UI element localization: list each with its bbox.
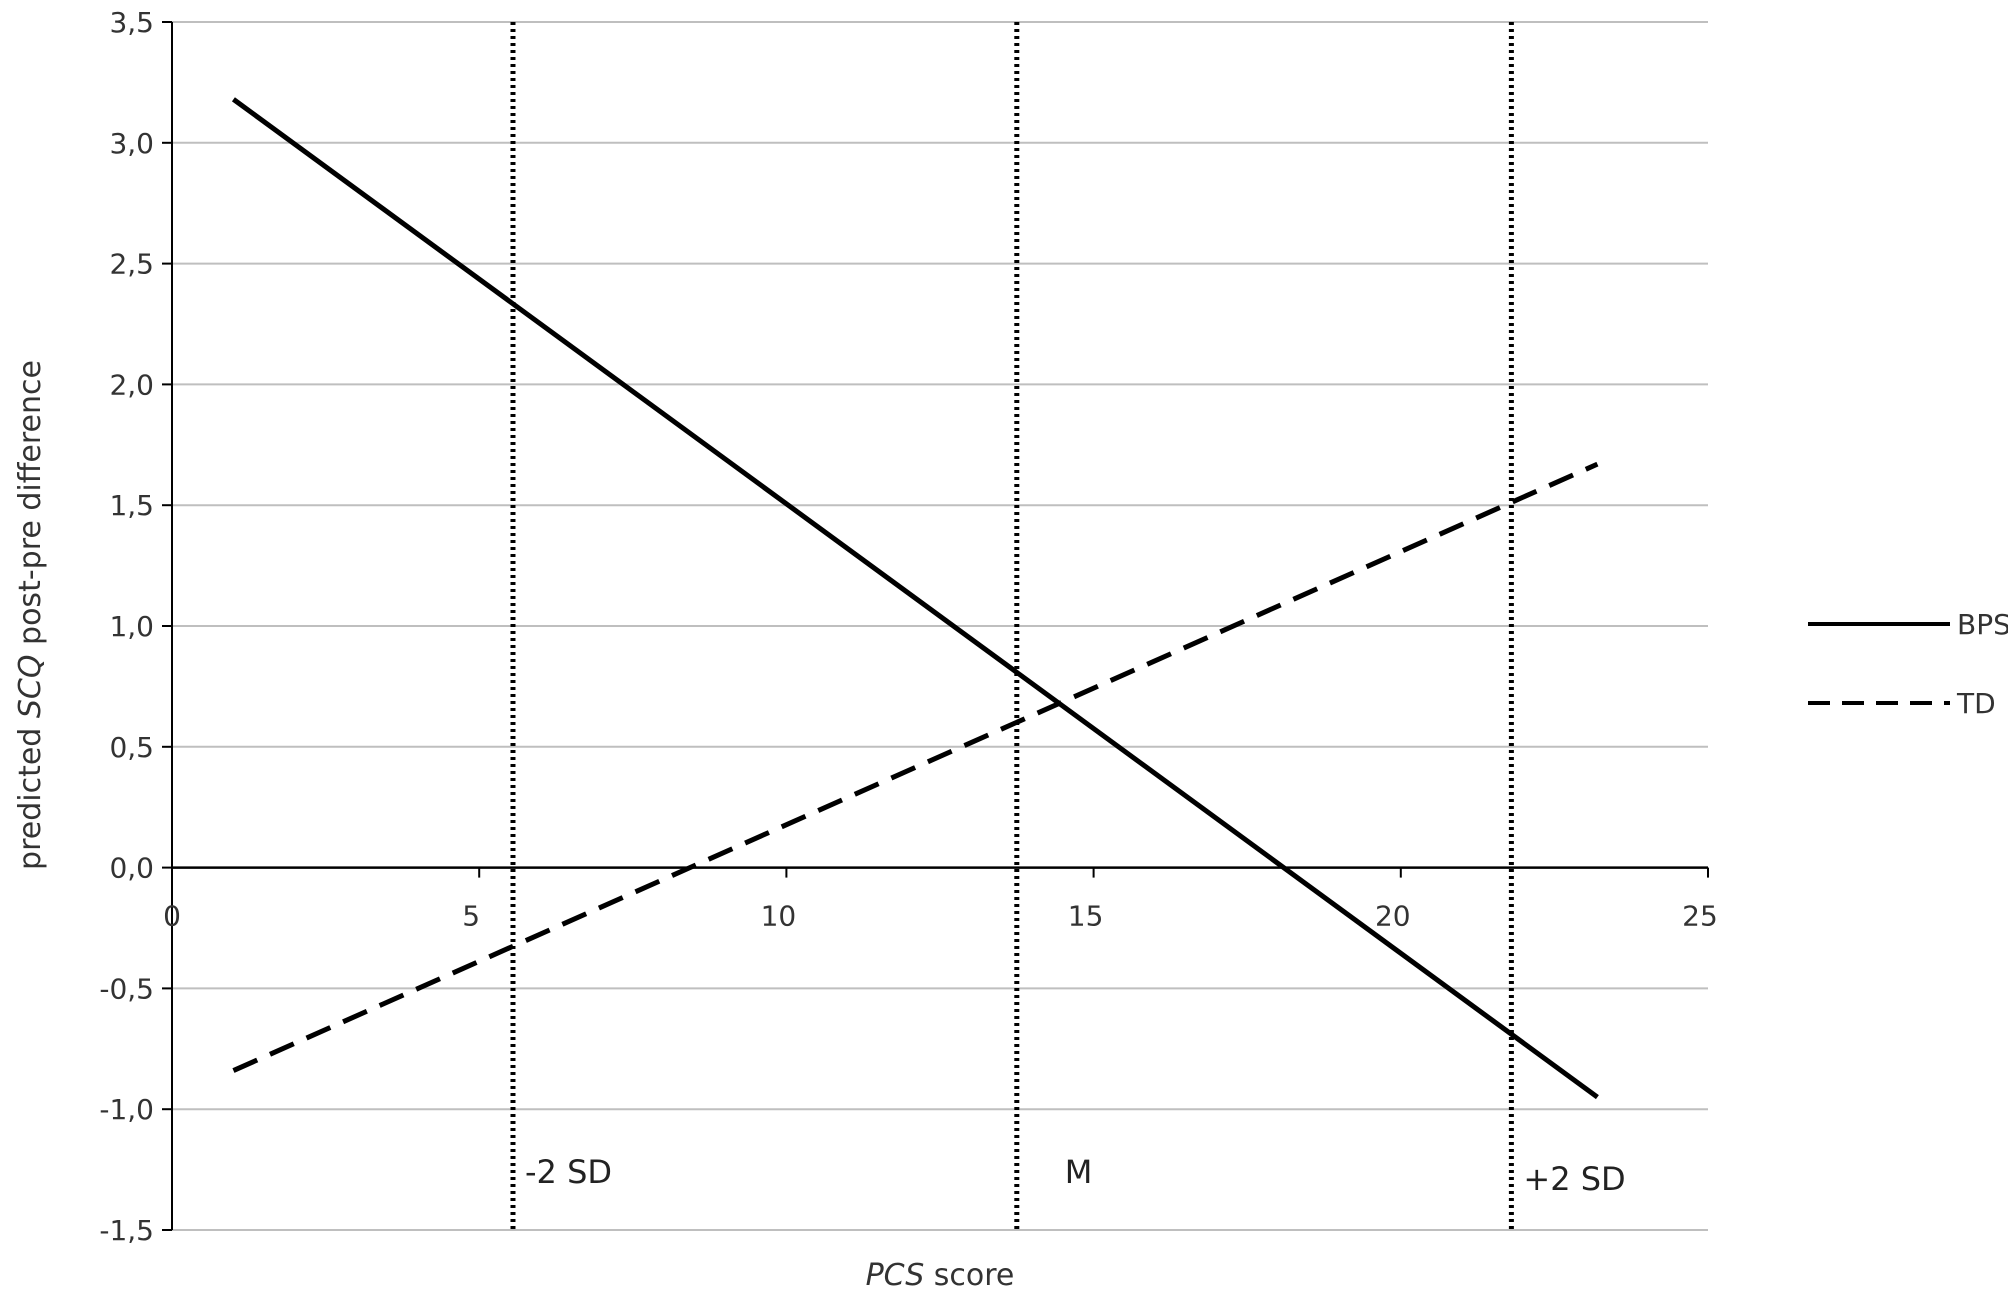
y-tick-label: -1,5 (99, 1214, 154, 1247)
x-tick-label: 0 (163, 900, 181, 933)
series-layer (231, 97, 1599, 1100)
x-axis-title: PCS score (866, 1258, 1015, 1292)
x-tick-label: 5 (462, 900, 480, 933)
y-tick-label: -1,0 (99, 1093, 154, 1126)
y-tick-label: 0,5 (109, 731, 154, 764)
reference-line-label: +2 SD (1523, 1160, 1625, 1198)
y-tick-label: 2,0 (109, 368, 154, 401)
x-tick-label: 15 (1068, 900, 1104, 933)
legend: BPS TD (1808, 608, 2008, 720)
y-tick-label: -0,5 (99, 972, 154, 1005)
reference-line-label: -2 SD (525, 1153, 612, 1191)
x-tick-label: 10 (761, 900, 797, 933)
legend-label-td: TD (1956, 687, 1996, 720)
x-tick-label: 25 (1682, 900, 1718, 933)
axis-layer (162, 21, 1709, 1231)
tick-labels: -1,5 -1,0 -0,5 0,0 0,5 1,0 1,5 2,0 2,5 3,0 3,5 0 5 10… (99, 6, 1717, 1247)
y-axis-title: predicted SCQ post-pre difference (13, 360, 48, 870)
y-tick-label: 3,5 (109, 6, 154, 39)
reference-lines: -2 SD M +2 SD (510, 22, 1626, 1230)
x-tick-label: 20 (1375, 900, 1411, 933)
y-tick-label: 0,0 (109, 852, 154, 885)
legend-label-bps: BPS (1957, 608, 2008, 641)
y-tick-label: 3,0 (109, 127, 154, 160)
y-tick-label: 1,0 (109, 610, 154, 643)
series-line-td (232, 461, 1599, 1073)
y-tick-label: 2,5 (109, 248, 154, 281)
reference-line-label: M (1065, 1153, 1093, 1191)
grid-layer (172, 21, 1708, 1231)
y-tick-label: 1,5 (109, 489, 154, 522)
series-line-bps (231, 97, 1599, 1100)
